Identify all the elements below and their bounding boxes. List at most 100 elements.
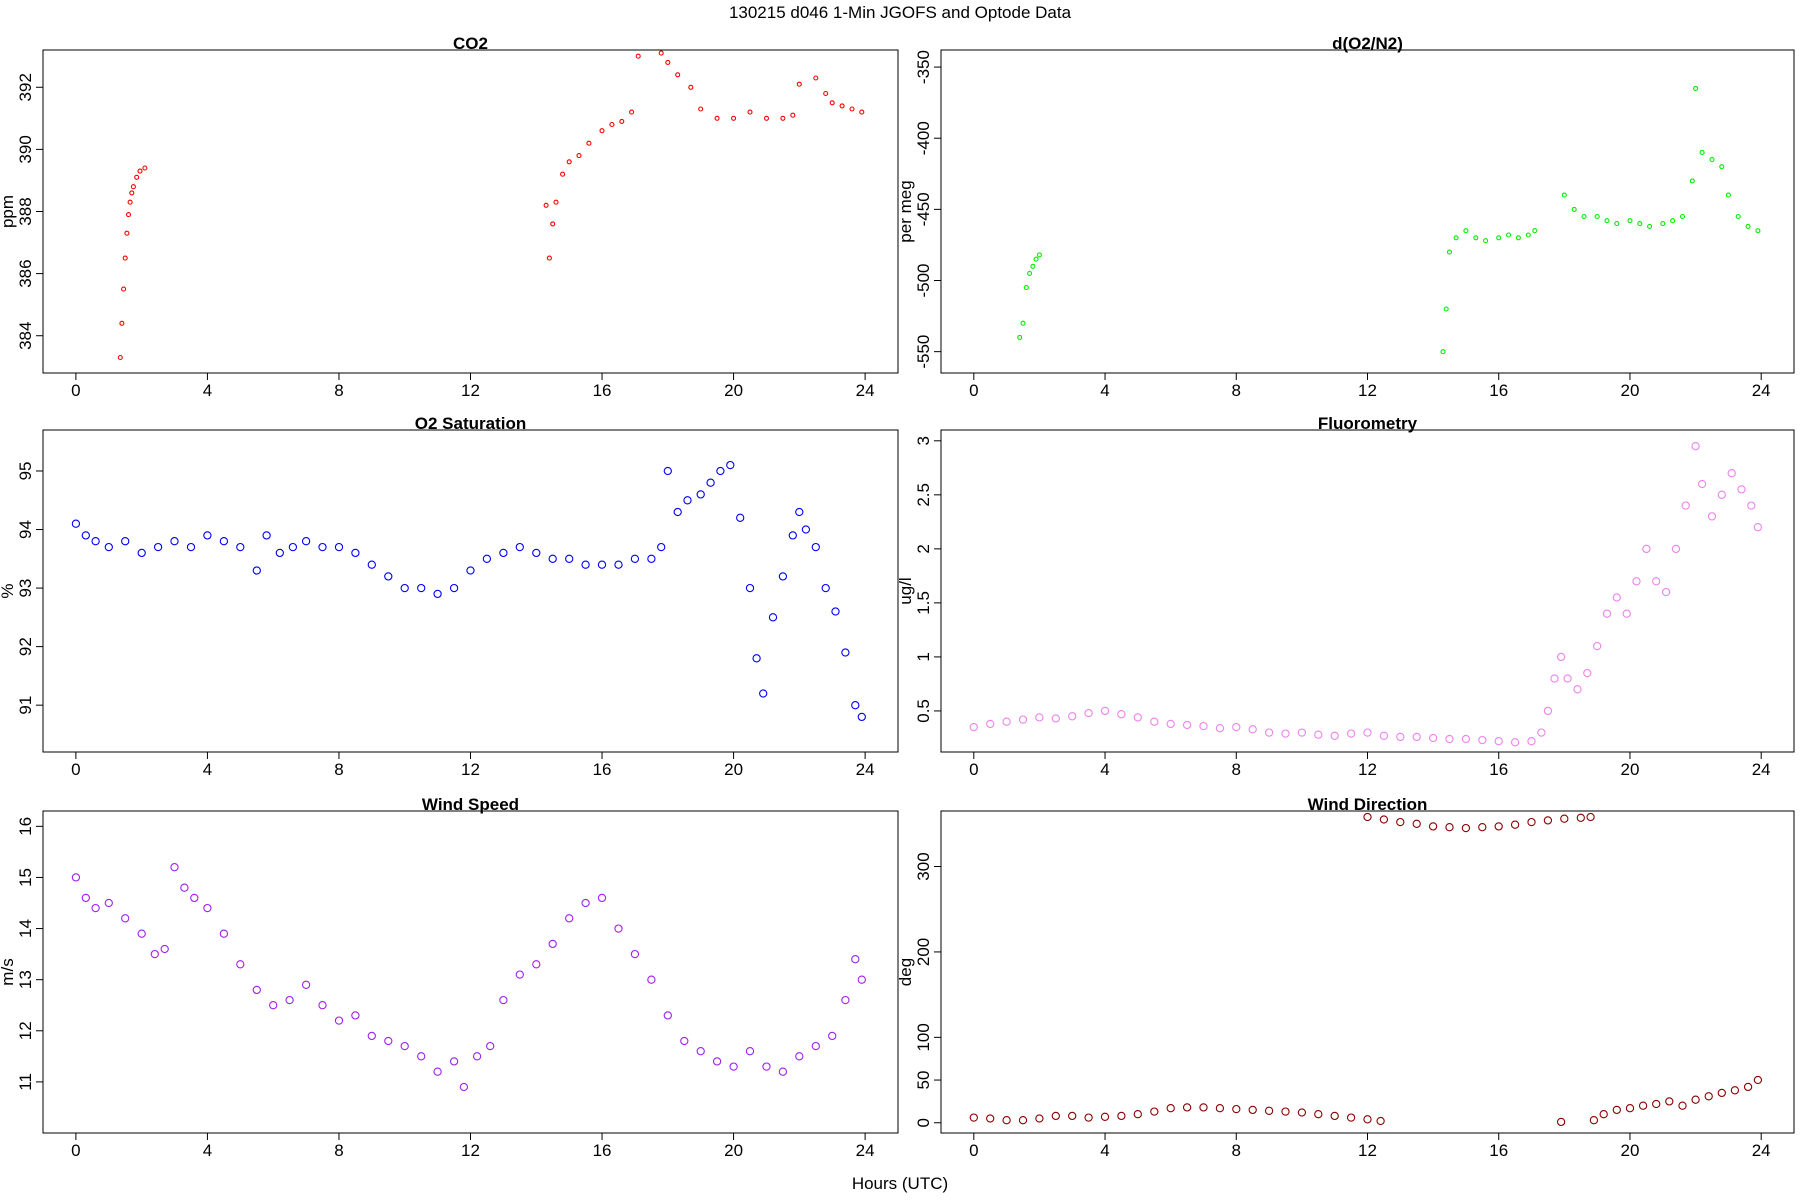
data-point xyxy=(821,583,830,593)
data-point xyxy=(400,583,409,593)
data-point xyxy=(1681,501,1690,510)
panel-o2sat: O2 Saturation% 0 4 8 12 16 20 24 91 92 93 94 95 xyxy=(0,414,899,779)
data-point xyxy=(1689,178,1695,184)
x-tick-label: 12 xyxy=(461,760,480,779)
data-point xyxy=(1576,813,1585,822)
data-point xyxy=(1556,652,1566,662)
x-tick-label: 8 xyxy=(1232,760,1241,779)
data-point xyxy=(384,1036,393,1046)
data-point xyxy=(1166,719,1175,729)
data-point xyxy=(1100,706,1110,716)
x-tick-label: 12 xyxy=(461,381,480,400)
data-point xyxy=(1215,1104,1225,1113)
plot-frame xyxy=(42,429,899,753)
x-tick-label: 24 xyxy=(856,381,875,400)
data-point xyxy=(91,903,100,913)
data-point xyxy=(1428,733,1438,743)
data-point xyxy=(1412,819,1421,828)
data-point xyxy=(851,955,860,964)
data-point xyxy=(1412,732,1421,742)
y-tick-label: 200 xyxy=(914,938,933,966)
data-point xyxy=(763,115,770,121)
data-point xyxy=(219,537,229,546)
data-point xyxy=(269,1001,278,1010)
data-point xyxy=(828,1031,837,1041)
data-point xyxy=(823,90,829,97)
data-point xyxy=(1671,544,1681,554)
data-point xyxy=(762,1062,771,1071)
data-point xyxy=(581,898,590,908)
data-point xyxy=(1556,1117,1566,1127)
data-point xyxy=(1589,1116,1599,1125)
x-tick-label: 12 xyxy=(1358,1141,1377,1160)
figure-title: 130215 d046 1-Min JGOFS and Optode Data xyxy=(729,3,1072,22)
data-point xyxy=(1446,249,1453,255)
data-point xyxy=(1537,728,1546,737)
data-points xyxy=(969,442,1763,747)
data-point xyxy=(1473,235,1479,241)
y-axis-label: % xyxy=(0,583,17,598)
data-point xyxy=(318,542,327,552)
x-tick-label: 24 xyxy=(856,760,875,779)
x-tick-label: 16 xyxy=(1489,760,1508,779)
data-point xyxy=(1199,1103,1208,1112)
data-point xyxy=(81,893,90,903)
data-point xyxy=(121,914,130,923)
x-tick-label: 16 xyxy=(593,1141,612,1160)
data-point xyxy=(1445,734,1454,744)
data-point xyxy=(1018,1116,1028,1125)
data-point xyxy=(1599,1110,1608,1119)
data-point xyxy=(1051,714,1060,723)
data-point xyxy=(614,924,623,933)
data-point xyxy=(127,199,133,205)
data-point xyxy=(1117,710,1126,719)
data-point xyxy=(706,478,715,487)
data-point xyxy=(1527,737,1536,746)
data-point xyxy=(334,542,344,552)
x-tick-label: 8 xyxy=(334,760,343,779)
y-axis-label: deg xyxy=(896,958,915,986)
panel-title: Fluorometry xyxy=(1318,414,1418,433)
data-point xyxy=(1264,728,1274,737)
data-point xyxy=(729,1062,738,1071)
data-point xyxy=(1594,213,1600,220)
data-point xyxy=(1704,1092,1713,1101)
data-point xyxy=(1396,817,1405,827)
data-point xyxy=(553,199,559,205)
data-point xyxy=(433,589,442,599)
data-point xyxy=(137,548,146,558)
data-point xyxy=(1166,1104,1175,1113)
data-point xyxy=(1691,442,1700,451)
data-point xyxy=(581,560,590,569)
data-point xyxy=(597,893,607,903)
y-axis-label: ug/l xyxy=(896,577,915,604)
data-point xyxy=(515,970,524,979)
x-tick-label: 4 xyxy=(1100,760,1109,779)
data-point xyxy=(1709,157,1715,163)
data-point xyxy=(716,466,725,476)
data-point xyxy=(1445,823,1454,832)
data-point xyxy=(546,255,552,261)
data-point xyxy=(515,542,524,552)
data-point xyxy=(1725,192,1731,198)
data-point xyxy=(1494,737,1503,746)
data-point xyxy=(1581,213,1587,220)
data-point xyxy=(1100,1112,1110,1121)
data-point xyxy=(1199,721,1208,731)
data-point xyxy=(433,1067,442,1076)
data-point xyxy=(1020,320,1026,326)
data-point xyxy=(658,50,664,56)
data-point xyxy=(1753,1075,1763,1085)
x-tick-label: 16 xyxy=(593,760,612,779)
data-point xyxy=(778,572,788,581)
data-point xyxy=(252,985,261,995)
data-point xyxy=(1604,218,1610,224)
data-point xyxy=(1747,501,1756,510)
panel-co2: CO2 ppm 0 4 8 12 16 20 24 384 386 388 390 392 xyxy=(0,34,899,400)
data-point xyxy=(134,174,140,180)
data-point xyxy=(1625,1104,1635,1113)
panel-fluor: Fluorometry ug/l 0 4 8 12 16 20 24 0.5 1 1.5 2 2.5 3 xyxy=(896,414,1795,779)
x-tick-label: 0 xyxy=(71,1141,80,1160)
data-point xyxy=(1632,577,1641,586)
data-point xyxy=(285,995,294,1005)
